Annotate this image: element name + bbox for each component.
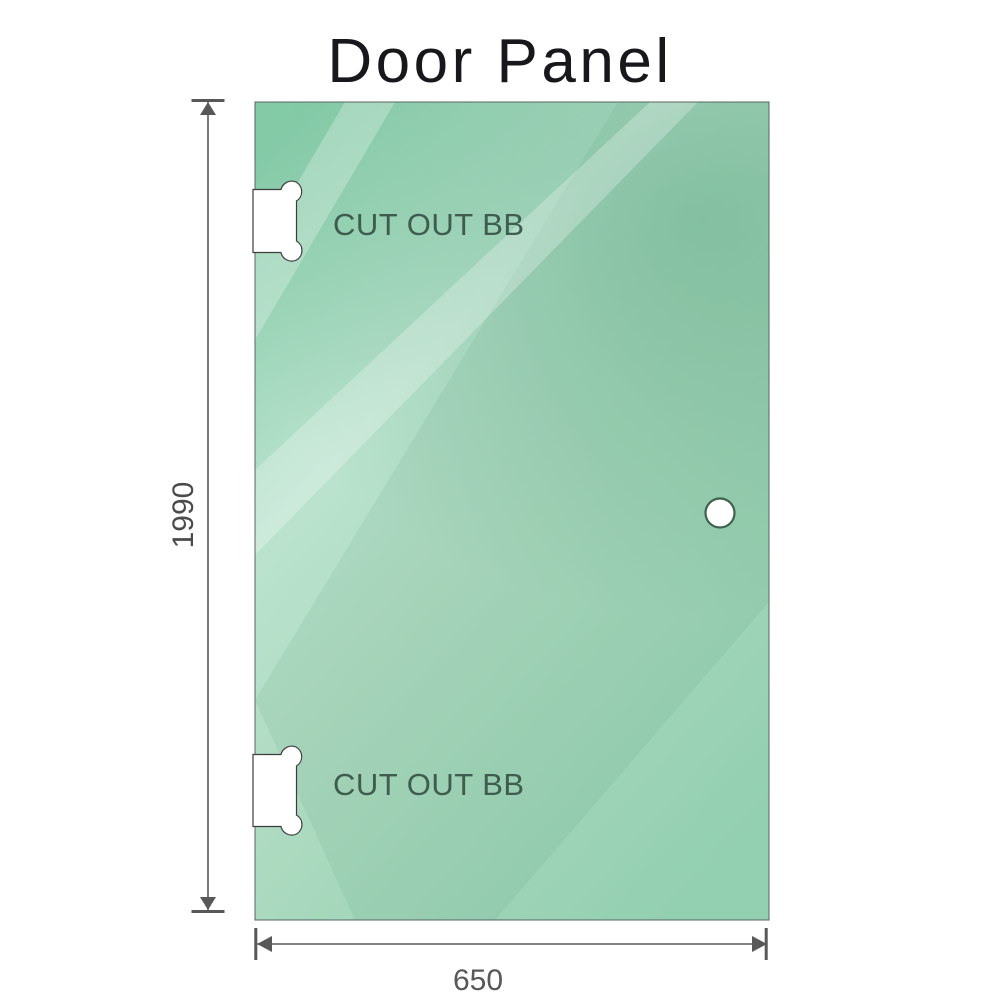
svg-text:CUT OUT BB: CUT OUT BB (333, 207, 525, 242)
svg-text:650: 650 (453, 964, 503, 997)
svg-text:1990: 1990 (167, 482, 200, 549)
svg-text:CUT OUT BB: CUT OUT BB (333, 767, 525, 802)
